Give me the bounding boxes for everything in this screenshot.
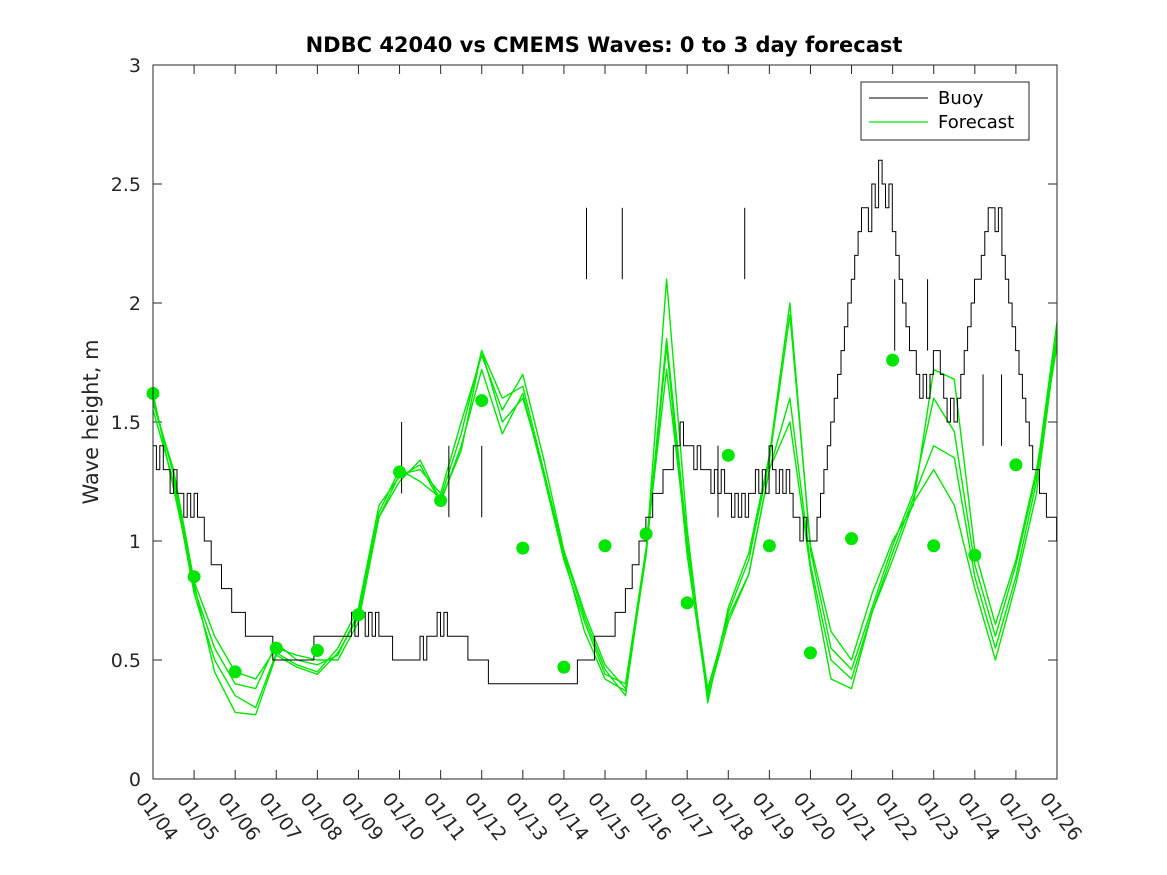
x-tick-label: 01/23 [912, 789, 963, 846]
x-tick-label: 01/08 [295, 789, 346, 846]
x-tick-label: 01/22 [871, 789, 922, 846]
x-tick-label: 01/25 [994, 789, 1045, 846]
forecast-marker [516, 541, 530, 555]
forecast-markers [146, 353, 1023, 679]
y-tick-label: 0.5 [111, 650, 141, 672]
y-tick-label: 0 [129, 769, 141, 791]
forecast-series-group [152, 278, 1058, 716]
forecast-line [152, 278, 1058, 704]
forecast-marker [1009, 458, 1023, 472]
y-tick-label: 3 [129, 55, 141, 77]
y-tick-label: 2 [129, 293, 141, 315]
legend-forecast-label: Forecast [938, 112, 1014, 133]
x-tick-label: 01/26 [1035, 789, 1086, 846]
y-tick-label: 2.5 [111, 174, 141, 196]
legend: Buoy Forecast [860, 81, 1030, 141]
forecast-marker [886, 353, 900, 367]
plot-frame [152, 64, 1058, 780]
x-tick-label: 01/16 [624, 789, 675, 846]
buoy-series-group [153, 159, 1058, 685]
x-tick-label: 01/18 [706, 789, 757, 846]
forecast-marker [475, 394, 489, 408]
x-tick-label: 01/20 [789, 789, 840, 846]
forecast-marker [310, 643, 324, 657]
forecast-marker [269, 641, 283, 655]
x-tick-label: 01/05 [172, 789, 223, 846]
forecast-marker [721, 448, 735, 462]
x-tick-label: 01/13 [501, 789, 552, 846]
forecast-marker [187, 570, 201, 584]
forecast-marker [968, 548, 982, 562]
forecast-marker [803, 646, 817, 660]
forecast-marker [762, 539, 776, 553]
y-tick-label: 1.5 [111, 412, 141, 434]
x-tick-label: 01/09 [337, 789, 388, 846]
forecast-marker [351, 608, 365, 622]
forecast-marker [680, 596, 694, 610]
forecast-marker [845, 532, 859, 546]
y-tick-labels: 0 0.5 1 1.5 2 2.5 3 [111, 55, 141, 791]
x-tick-label: 01/17 [665, 789, 716, 846]
forecast-marker [598, 539, 612, 553]
y-axis-label: Wave height, m [79, 339, 103, 504]
x-tick-label: 01/11 [419, 789, 470, 846]
forecast-marker [228, 665, 242, 679]
chart-title: NDBC 42040 vs CMEMS Waves: 0 to 3 day fo… [306, 33, 903, 57]
x-tick-label: 01/12 [460, 789, 511, 846]
forecast-marker [927, 539, 941, 553]
plot-area [153, 65, 1057, 779]
x-tick-labels: 01/0401/0501/0601/0701/0801/0901/1001/11… [131, 789, 1086, 846]
legend-buoy-label: Buoy [938, 88, 984, 109]
x-tick-label: 01/10 [378, 789, 429, 846]
x-tick-label: 01/21 [830, 789, 881, 846]
y-tick-label: 1 [129, 531, 141, 553]
x-tick-label: 01/07 [254, 789, 305, 846]
x-tick-label: 01/14 [542, 789, 593, 846]
legend-box [860, 81, 1030, 141]
x-tick-label: 01/24 [953, 789, 1004, 846]
forecast-marker [434, 494, 448, 508]
buoy-line [153, 159, 1058, 685]
forecast-line [152, 336, 1058, 716]
forecast-marker [557, 660, 571, 674]
x-tick-label: 01/04 [131, 789, 182, 846]
forecast-line [152, 331, 1058, 709]
x-tick-label: 01/06 [213, 789, 264, 846]
x-tick-label: 01/15 [583, 789, 634, 846]
forecast-marker [393, 465, 407, 479]
x-tick-label: 01/19 [747, 789, 798, 846]
forecast-marker [639, 527, 653, 541]
